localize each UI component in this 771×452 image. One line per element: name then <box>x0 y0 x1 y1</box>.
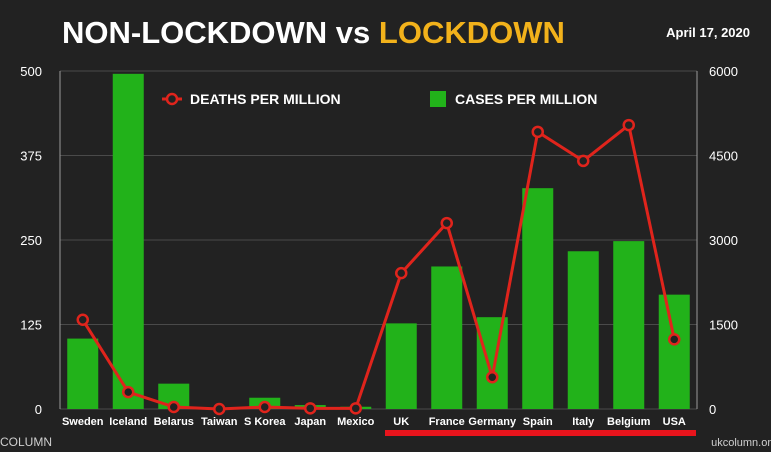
point-deaths-per-million <box>577 154 590 168</box>
bar-cases-per-million <box>112 73 144 410</box>
right-tick-label: 3000 <box>709 233 738 248</box>
point-deaths-per-million <box>440 216 453 230</box>
legend-marker <box>165 92 179 106</box>
category-label: Belgium <box>607 416 651 428</box>
category-label: Italy <box>572 416 595 428</box>
left-tick-label: 125 <box>20 318 42 333</box>
category-label: France <box>429 416 465 428</box>
category-label: Belarus <box>154 416 194 428</box>
point-deaths-per-million <box>258 400 271 414</box>
right-tick-label: 6000 <box>709 64 738 79</box>
bar-cases-per-million <box>613 241 645 409</box>
bar-cases-per-million <box>658 294 690 409</box>
point-deaths-per-million <box>304 402 317 415</box>
left-tick-label: 500 <box>20 64 42 79</box>
point-deaths-per-million <box>76 313 89 327</box>
legend-bar-swatch <box>430 91 446 107</box>
chart-title: NON-LOCKDOWN vs LOCKDOWN <box>62 15 565 50</box>
left-tick-label: 375 <box>20 149 42 164</box>
right-tick-label: 4500 <box>709 149 738 164</box>
point-deaths-per-million <box>668 333 681 346</box>
category-label: USA <box>663 416 686 428</box>
point-deaths-per-million <box>486 370 499 384</box>
legend-item-cases: CASES PER MILLION <box>430 91 597 107</box>
category-label: Spain <box>523 416 553 428</box>
bar-cases-per-million <box>567 251 599 409</box>
right-tick-label: 1500 <box>709 318 738 333</box>
point-deaths-per-million <box>622 118 635 132</box>
left-tick-label: 250 <box>20 233 42 248</box>
point-deaths-per-million <box>349 402 362 415</box>
footer-left-watermark: COLUMN <box>0 435 52 449</box>
lockdown-underline <box>385 430 696 436</box>
bar-cases-per-million <box>385 323 417 409</box>
category-label: Taiwan <box>201 416 238 428</box>
bar-cases-per-million <box>67 338 99 409</box>
deaths-line <box>76 118 681 416</box>
category-label: UK <box>393 416 409 428</box>
category-label: Japan <box>294 416 326 428</box>
bar-cases-per-million <box>431 266 463 409</box>
point-deaths-per-million <box>395 266 408 280</box>
date-label: April 17, 2020 <box>666 25 750 40</box>
category-label: Germany <box>468 416 517 428</box>
right-tick-label: 0 <box>709 402 716 417</box>
point-deaths-per-million <box>167 400 180 414</box>
category-label: S Korea <box>244 416 286 428</box>
bar-cases-per-million <box>476 317 508 409</box>
legend-label-cases: CASES PER MILLION <box>455 91 597 107</box>
legend-item-deaths: DEATHS PER MILLION <box>162 91 341 107</box>
line-deaths-per-million <box>81 123 676 411</box>
point-deaths-per-million <box>531 125 544 139</box>
bars <box>67 73 690 410</box>
legend-label-deaths: DEATHS PER MILLION <box>190 91 341 107</box>
footer-right-watermark: ukcolumn.or <box>711 437 771 449</box>
left-tick-label: 0 <box>35 402 42 417</box>
point-deaths-per-million <box>122 385 135 399</box>
axes: 0 125 250 375 500 0 1500 3000 4500 6000 Sweden Icel… <box>20 64 738 428</box>
category-label: Mexico <box>337 416 375 428</box>
bar-cases-per-million <box>522 188 554 409</box>
gridlines <box>60 70 697 410</box>
category-label: Iceland <box>109 416 147 428</box>
title-part-lockdown: LOCKDOWN <box>379 15 565 50</box>
category-label: Sweden <box>62 416 104 428</box>
title-part-non-lockdown: NON-LOCKDOWN vs <box>62 15 379 50</box>
legend: DEATHS PER MILLION CASES PER MILLION <box>162 91 597 107</box>
point-deaths-per-million <box>213 402 226 416</box>
